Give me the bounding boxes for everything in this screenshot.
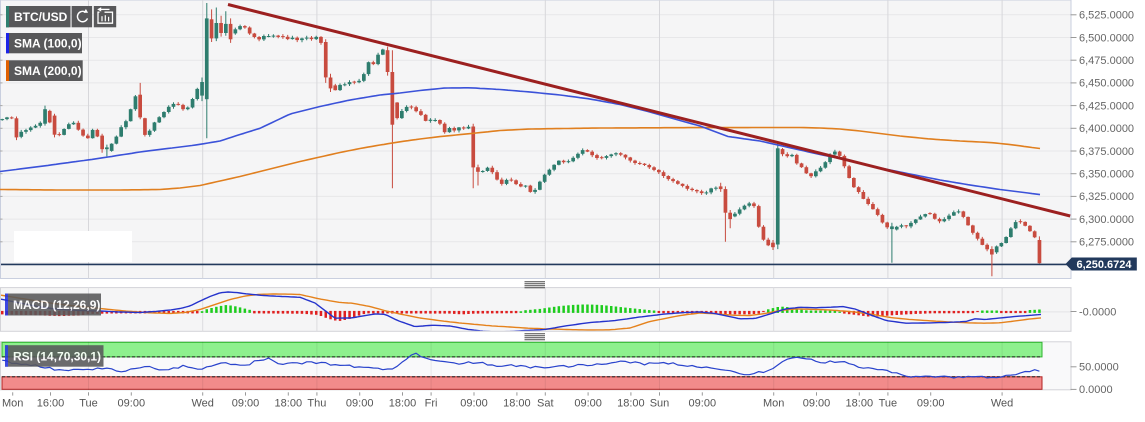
svg-text:SMA (100,0): SMA (100,0) bbox=[14, 36, 82, 50]
svg-text:09:00: 09:00 bbox=[118, 398, 146, 410]
svg-text:6,325.0000: 6,325.0000 bbox=[1079, 191, 1134, 203]
svg-text:Wed: Wed bbox=[991, 398, 1013, 410]
svg-text:6,500.0000: 6,500.0000 bbox=[1079, 32, 1134, 44]
svg-text:6,475.0000: 6,475.0000 bbox=[1079, 55, 1134, 67]
svg-text:6,300.0000: 6,300.0000 bbox=[1079, 214, 1134, 226]
svg-text:6,400.0000: 6,400.0000 bbox=[1079, 123, 1134, 135]
svg-text:09:00: 09:00 bbox=[803, 398, 831, 410]
svg-text:18:00: 18:00 bbox=[503, 398, 531, 410]
svg-text:Thu: Thu bbox=[307, 398, 326, 410]
svg-text:6,425.0000: 6,425.0000 bbox=[1079, 100, 1134, 112]
svg-text:0.0000: 0.0000 bbox=[1079, 384, 1113, 396]
svg-text:BTC/USD: BTC/USD bbox=[14, 10, 68, 24]
svg-text:6,375.0000: 6,375.0000 bbox=[1079, 146, 1134, 158]
svg-text:16:00: 16:00 bbox=[37, 398, 65, 410]
svg-text:18:00: 18:00 bbox=[389, 398, 417, 410]
svg-text:Sun: Sun bbox=[650, 398, 670, 410]
svg-text:Mon: Mon bbox=[763, 398, 784, 410]
svg-text:6,525.0000: 6,525.0000 bbox=[1079, 10, 1134, 22]
svg-text:18:00: 18:00 bbox=[617, 398, 645, 410]
svg-text:09:00: 09:00 bbox=[346, 398, 374, 410]
svg-text:09:00: 09:00 bbox=[460, 398, 488, 410]
svg-text:09:00: 09:00 bbox=[689, 398, 717, 410]
svg-text:6,450.0000: 6,450.0000 bbox=[1079, 78, 1134, 90]
svg-text:50.0000: 50.0000 bbox=[1079, 362, 1119, 374]
svg-text:MACD (12,26,9): MACD (12,26,9) bbox=[13, 298, 100, 312]
svg-text:6,350.0000: 6,350.0000 bbox=[1079, 169, 1134, 181]
svg-text:Sat: Sat bbox=[537, 398, 554, 410]
svg-text:Mon: Mon bbox=[2, 398, 23, 410]
svg-text:09:00: 09:00 bbox=[574, 398, 602, 410]
svg-text:-0.0000: -0.0000 bbox=[1079, 306, 1116, 318]
svg-text:18:00: 18:00 bbox=[275, 398, 303, 410]
svg-text:SMA (200,0): SMA (200,0) bbox=[14, 64, 82, 78]
svg-text:18:00: 18:00 bbox=[846, 398, 874, 410]
svg-text:09:00: 09:00 bbox=[232, 398, 260, 410]
svg-text:Tue: Tue bbox=[79, 398, 98, 410]
svg-text:6,275.0000: 6,275.0000 bbox=[1079, 237, 1134, 249]
svg-text:Tue: Tue bbox=[879, 398, 898, 410]
svg-text:RSI (14,70,30,1): RSI (14,70,30,1) bbox=[13, 349, 101, 363]
svg-text:6,250.6724: 6,250.6724 bbox=[1076, 259, 1132, 271]
svg-text:09:00: 09:00 bbox=[917, 398, 945, 410]
svg-text:Fri: Fri bbox=[425, 398, 438, 410]
svg-text:Wed: Wed bbox=[191, 398, 213, 410]
